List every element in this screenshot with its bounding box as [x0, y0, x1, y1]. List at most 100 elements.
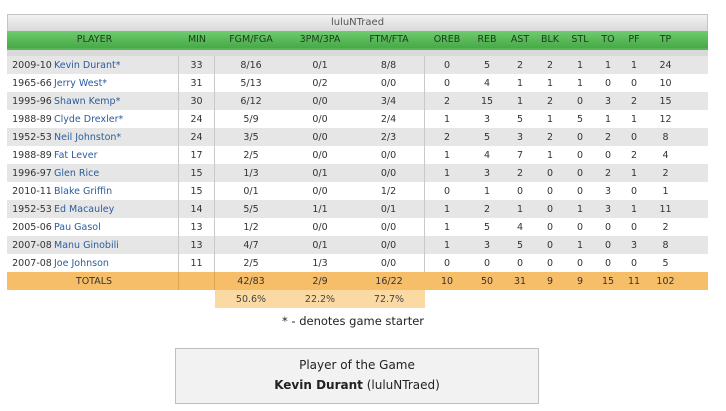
stat-pf: 0 — [630, 77, 638, 89]
player-link[interactable]: Clyde Drexler* — [54, 113, 124, 125]
player-link[interactable]: Kevin Durant* — [54, 59, 121, 71]
stat-tp3: 0/0 — [312, 95, 328, 107]
player-link[interactable]: Joe Johnson — [54, 257, 109, 269]
stat-pts: 8 — [662, 239, 669, 251]
totals-blk: 9 — [546, 275, 554, 287]
season-label: 1996-97 — [12, 167, 52, 179]
table-row: 1988-89 Clyde Drexler* 24 5/9 0/0 2/4 1 3 5 1 5 1 1 1… — [7, 110, 708, 128]
stat-ft: 0/0 — [353, 236, 425, 254]
stat-to: 1 — [604, 59, 612, 71]
stat-tp3: 0/1 — [312, 239, 328, 251]
stat-fg: 2/5 — [243, 257, 259, 269]
player-cell: 2007-08 Manu Ginobili — [7, 236, 179, 254]
col-header-tp[interactable]: TP — [659, 34, 672, 45]
stat-min: 17 — [179, 146, 215, 164]
season-label: 1988-89 — [12, 113, 52, 125]
stat-pts: 2 — [662, 221, 669, 233]
player-link[interactable]: Jerry West* — [54, 77, 108, 89]
player-link[interactable]: Shawn Kemp* — [54, 95, 121, 107]
player-link[interactable]: Blake Griffin — [54, 185, 113, 197]
stat-reb: 3 — [483, 239, 491, 251]
stat-oreb: 1 — [443, 149, 451, 161]
col-header-stl[interactable]: STL — [571, 34, 589, 45]
player-cell: 2007-08 Joe Johnson — [7, 254, 179, 272]
player-link[interactable]: Glen Rice — [54, 167, 100, 179]
col-header-fg[interactable]: FGM/FGA — [229, 34, 273, 45]
potg-player[interactable]: Kevin Durant — [274, 378, 363, 392]
stat-ft: 0/1 — [353, 200, 425, 218]
col-header-ast[interactable]: AST — [510, 34, 530, 45]
stat-pf: 1 — [630, 167, 638, 179]
fg-percentage: 50.6% — [215, 290, 287, 308]
potg-line: Kevin Durant (luluNTraed) — [176, 378, 538, 392]
totals-ast: 31 — [513, 275, 527, 287]
table-row: 2005-06 Pau Gasol 13 1/2 0/0 0/0 1 5 4 0 0 0 0 2 — [7, 218, 708, 236]
player-link[interactable]: Fat Lever — [54, 149, 98, 161]
percentages-row: 50.6% 22.2% 72.7% — [7, 290, 708, 308]
stat-stl: 5 — [576, 113, 584, 125]
stat-stl: 0 — [576, 167, 584, 179]
stat-tp3: 0/1 — [312, 59, 328, 71]
stat-pts: 5 — [662, 257, 669, 269]
stat-ast: 1 — [516, 77, 524, 89]
stat-fg: 6/12 — [240, 95, 262, 107]
stat-to: 0 — [604, 77, 612, 89]
season-label: 1995-96 — [12, 95, 52, 107]
stat-oreb: 2 — [443, 95, 451, 107]
col-header-to[interactable]: TO — [601, 34, 615, 45]
col-header-oreb[interactable]: OREB — [433, 34, 461, 45]
col-header-ft[interactable]: FTM/FTA — [369, 34, 409, 45]
potg-heading: Player of the Game — [299, 358, 415, 372]
totals-3p: 2/9 — [312, 275, 328, 287]
team-title: luluNTraed — [7, 14, 708, 31]
stat-stl: 0 — [576, 131, 584, 143]
stat-stl: 0 — [576, 149, 584, 161]
player-cell: 1988-89 Clyde Drexler* — [7, 110, 179, 128]
col-header-player[interactable]: PLAYER — [76, 34, 113, 45]
stat-tp3: 0/0 — [312, 113, 328, 125]
stat-ft: 0/0 — [353, 254, 425, 272]
stat-to: 0 — [604, 221, 612, 233]
stat-tp3: 0/0 — [312, 185, 328, 197]
table-row: 2007-08 Joe Johnson 11 2/5 1/3 0/0 0 0 0 0 0 0 0 5 — [7, 254, 708, 272]
stat-reb: 2 — [483, 203, 491, 215]
stat-ast: 2 — [516, 167, 524, 179]
stat-pf: 1 — [630, 59, 638, 71]
player-cell: 1988-89 Fat Lever — [7, 146, 179, 164]
player-cell: 2009-10 Kevin Durant* — [7, 56, 179, 74]
player-link[interactable]: Pau Gasol — [54, 221, 101, 233]
table-row: 1952-53 Ed Macauley 14 5/5 1/1 0/1 1 2 1 0 1 3 1 11 — [7, 200, 708, 218]
season-label: 2010-11 — [12, 185, 52, 197]
stat-oreb: 1 — [443, 239, 451, 251]
stat-to: 2 — [604, 167, 612, 179]
stat-reb: 5 — [483, 131, 491, 143]
stat-fg: 0/1 — [243, 185, 259, 197]
stat-pts: 1 — [662, 185, 669, 197]
col-header-blk[interactable]: BLK — [540, 34, 560, 45]
stat-reb: 0 — [483, 257, 491, 269]
stat-oreb: 2 — [443, 131, 451, 143]
season-label: 2007-08 — [12, 257, 52, 269]
player-link[interactable]: Ed Macauley — [54, 203, 115, 215]
season-label: 1965-66 — [12, 77, 52, 89]
stat-to: 0 — [604, 239, 612, 251]
stat-oreb: 1 — [443, 167, 451, 179]
table-row: 1952-53 Neil Johnston* 24 3/5 0/0 2/3 2 5 3 2 0 2 0 8 — [7, 128, 708, 146]
stat-pts: 11 — [659, 203, 672, 215]
col-header-reb[interactable]: REB — [477, 34, 497, 45]
totals-label: TOTALS — [7, 272, 179, 290]
col-header-pf[interactable]: PF — [628, 34, 640, 45]
stat-tp3: 1/3 — [312, 257, 328, 269]
player-link[interactable]: Manu Ginobili — [54, 239, 119, 251]
col-header-3p[interactable]: 3PM/3PA — [299, 34, 341, 45]
player-of-the-game-box: Player of the Game Kevin Durant (luluNTr… — [175, 348, 539, 404]
stat-to: 2 — [604, 131, 612, 143]
stat-to: 3 — [604, 185, 612, 197]
stat-reb: 3 — [483, 167, 491, 179]
stat-ast: 1 — [516, 203, 524, 215]
player-link[interactable]: Neil Johnston* — [54, 131, 122, 143]
player-cell: 2005-06 Pau Gasol — [7, 218, 179, 236]
totals-ft: 16/22 — [375, 275, 403, 287]
stat-to: 3 — [604, 203, 612, 215]
col-header-min[interactable]: MIN — [187, 34, 207, 45]
